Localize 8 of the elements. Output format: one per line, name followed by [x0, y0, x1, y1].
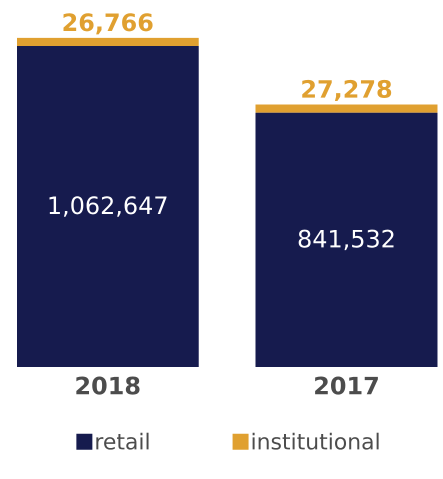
- legend-label: institutional: [252, 432, 379, 450]
- x-tick-label: 2017: [315, 376, 378, 395]
- x-tick-label: 2018: [76, 376, 140, 395]
- data-label: 26,766: [63, 13, 153, 34]
- data-label: 841,532: [298, 230, 394, 250]
- data-label: 1,062,647: [50, 196, 167, 217]
- data-label: 27,278: [302, 80, 392, 102]
- legend-label: retail: [96, 432, 149, 450]
